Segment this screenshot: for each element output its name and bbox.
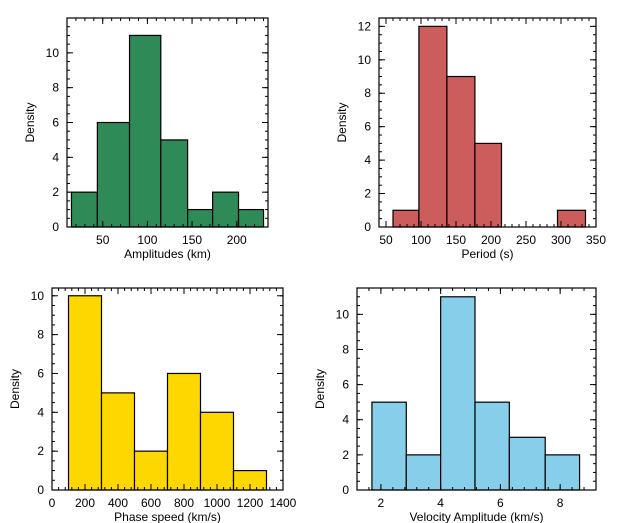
x-tick-label: 800 bbox=[174, 496, 194, 510]
x-tick-label: 1000 bbox=[204, 496, 231, 510]
x-tick-label: 400 bbox=[108, 496, 128, 510]
histogram-bar bbox=[474, 142, 503, 228]
histogram-bar bbox=[405, 454, 442, 491]
x-tick-label: 200 bbox=[481, 233, 501, 247]
x-tick-label: 1200 bbox=[237, 496, 264, 510]
y-tick-label: 0 bbox=[52, 220, 59, 234]
y-tick-label: 4 bbox=[342, 413, 349, 427]
x-tick-label: 6 bbox=[497, 496, 504, 510]
panel-period: 50 100 150 200 250 300 350 0 2 4 6 8 10 12 Period (s) D… bbox=[335, 17, 606, 261]
y-tick-label: 6 bbox=[52, 116, 59, 130]
y-tick-label: 0 bbox=[364, 220, 371, 234]
panel-phase-speed: 0 200 400 600 800 1000 1200 1400 0 2 4 6 8 10 Phase sp… bbox=[8, 287, 297, 523]
x-axis-label: Phase speed (km/s) bbox=[114, 510, 221, 523]
histogram-bar bbox=[544, 454, 581, 491]
x-tick-label: 8 bbox=[557, 496, 564, 510]
histogram-bar bbox=[166, 372, 202, 491]
y-tick-label: 10 bbox=[336, 307, 350, 321]
y-tick-label: 12 bbox=[358, 19, 372, 33]
histogram-bar bbox=[67, 295, 103, 491]
y-axis-label: Density bbox=[313, 369, 327, 409]
histogram-bar bbox=[96, 121, 131, 228]
y-tick-label: 8 bbox=[52, 81, 59, 95]
y-axis-label: Density bbox=[23, 102, 37, 142]
y-tick-label: 6 bbox=[37, 366, 44, 380]
x-tick-label: 100 bbox=[411, 233, 431, 247]
axes-frame bbox=[51, 287, 284, 491]
histogram-bar bbox=[392, 209, 420, 228]
histogram-bar bbox=[70, 191, 98, 228]
histogram-bar bbox=[474, 401, 510, 491]
x-axis-label: Period (s) bbox=[461, 247, 513, 261]
x-tick-label: 50 bbox=[96, 233, 110, 247]
x-tick-label: 0 bbox=[49, 496, 56, 510]
y-tick-label: 4 bbox=[37, 405, 44, 419]
histogram-bar bbox=[371, 401, 407, 491]
panel-velocity-amplitude: 2 4 6 8 0 2 4 6 8 10 Velocity Amplitude (km/s) Dens… bbox=[313, 287, 597, 523]
y-tick-label: 6 bbox=[342, 378, 349, 392]
y-tick-label: 10 bbox=[46, 46, 60, 60]
y-tick-label: 0 bbox=[37, 483, 44, 497]
y-tick-label: 2 bbox=[52, 185, 59, 199]
y-tick-label: 6 bbox=[364, 120, 371, 134]
x-tick-label: 4 bbox=[437, 496, 444, 510]
x-tick-label: 2 bbox=[378, 496, 385, 510]
x-tick-label: 250 bbox=[516, 233, 536, 247]
y-tick-label: 2 bbox=[342, 448, 349, 462]
histogram-bar bbox=[133, 450, 169, 491]
y-tick-label: 0 bbox=[342, 483, 349, 497]
x-tick-label: 150 bbox=[182, 233, 202, 247]
x-tick-label: 200 bbox=[75, 496, 95, 510]
x-tick-label: 150 bbox=[446, 233, 466, 247]
histogram-bar bbox=[440, 296, 476, 491]
y-tick-label: 4 bbox=[52, 150, 59, 164]
x-tick-label: 200 bbox=[227, 233, 247, 247]
histogram-bar bbox=[199, 411, 235, 491]
x-axis-label: Velocity Amplitude (km/s) bbox=[409, 510, 543, 523]
y-tick-label: 8 bbox=[37, 328, 44, 342]
y-axis-label: Density bbox=[8, 369, 22, 409]
histogram-bar bbox=[212, 191, 240, 228]
histogram-bar bbox=[237, 208, 265, 228]
histogram-bar bbox=[446, 75, 476, 228]
axes-frame bbox=[378, 17, 597, 228]
y-tick-label: 8 bbox=[364, 86, 371, 100]
histogram-bar bbox=[556, 209, 587, 228]
y-tick-label: 2 bbox=[37, 444, 44, 458]
x-tick-label: 600 bbox=[141, 496, 161, 510]
y-axis-label: Density bbox=[335, 102, 349, 142]
x-tick-label: 50 bbox=[379, 233, 393, 247]
x-tick-label: 350 bbox=[586, 233, 606, 247]
y-tick-label: 2 bbox=[364, 187, 371, 201]
y-tick-label: 4 bbox=[364, 153, 371, 167]
x-axis-label: Amplitudes (km) bbox=[124, 247, 211, 261]
y-tick-label: 10 bbox=[31, 289, 45, 303]
y-tick-label: 8 bbox=[342, 342, 349, 356]
histogram-bar bbox=[160, 139, 189, 228]
x-tick-label: 300 bbox=[551, 233, 571, 247]
histogram-bar bbox=[100, 392, 136, 491]
histogram-bar bbox=[508, 436, 546, 491]
histogram-bar bbox=[187, 208, 214, 228]
x-tick-label: 1400 bbox=[270, 496, 297, 510]
panel-amplitudes: 50 100 150 200 0 2 4 6 8 10 Amplitudes (km) Density bbox=[23, 17, 269, 261]
histogram-bar bbox=[128, 34, 162, 228]
histogram-bar bbox=[418, 25, 448, 228]
y-tick-label: 10 bbox=[358, 53, 372, 67]
x-tick-label: 100 bbox=[137, 233, 157, 247]
